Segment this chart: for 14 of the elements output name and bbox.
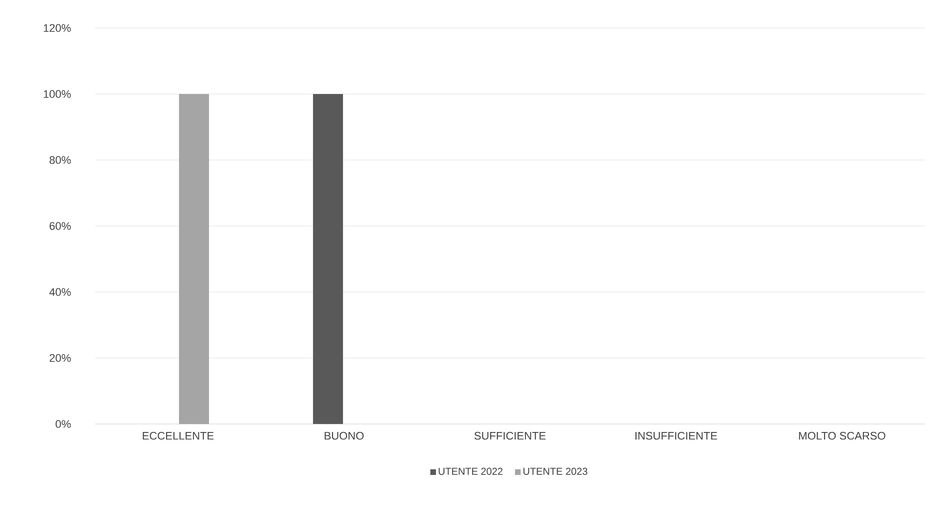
y-tick-label: 0% bbox=[56, 420, 71, 428]
x-tick-label: SUFFICIENTE bbox=[474, 432, 546, 440]
x-tick-label: ECCELLENTE bbox=[142, 432, 214, 440]
x-tick-label: INSUFFICIENTE bbox=[635, 432, 718, 440]
y-tick-label: 120% bbox=[44, 24, 71, 32]
legend-label: UTENTE 2023 bbox=[523, 468, 588, 475]
y-tick-label: 40% bbox=[49, 288, 71, 296]
y-tick-label: 80% bbox=[50, 156, 71, 164]
y-tick-label: 60% bbox=[50, 222, 71, 230]
legend-label: UTENTE 2022 bbox=[438, 468, 502, 475]
y-tick-label: 20% bbox=[50, 354, 71, 362]
x-tick-label: MOLTO SCARSO bbox=[799, 432, 886, 440]
x-tick-label: BUONO bbox=[324, 432, 364, 440]
y-tick-label: 100% bbox=[44, 90, 71, 98]
